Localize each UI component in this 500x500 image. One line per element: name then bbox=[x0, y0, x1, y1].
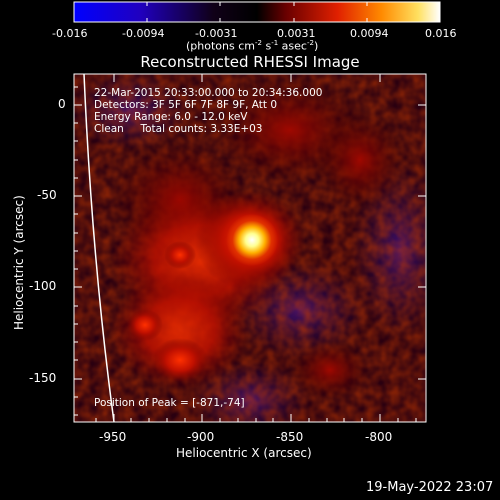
info-line: Detectors: 3F 5F 6F 7F 8F 9F, Att 0 bbox=[94, 99, 278, 111]
colorbar-tick-label: 0.0094 bbox=[350, 27, 389, 40]
colorbar-gradient bbox=[74, 2, 440, 22]
footer-timestamp: 19-May-2022 23:07 bbox=[366, 480, 494, 495]
y-tick-label: -100 bbox=[29, 279, 57, 293]
colorbar-tick-label: 0.016 bbox=[425, 27, 457, 40]
y-tick-label: -150 bbox=[29, 371, 57, 385]
colorbar-tick-label: -0.0094 bbox=[122, 27, 165, 40]
colorbar-tick-label: 0.0031 bbox=[277, 27, 316, 40]
colorbar-tick-label: -0.016 bbox=[52, 27, 88, 40]
x-tick-label: -900 bbox=[187, 430, 215, 444]
colorbar-tick-label: -0.0031 bbox=[195, 27, 238, 40]
x-tick-label: -850 bbox=[276, 430, 304, 444]
peak-position: Position of Peak = [-871,-74] bbox=[94, 397, 245, 409]
info-line: Energy Range: 6.0 - 12.0 keV bbox=[94, 111, 248, 123]
plot-title: Reconstructed RHESSI Image bbox=[140, 53, 360, 71]
x-axis-label: Heliocentric X (arcsec) bbox=[176, 446, 312, 460]
plot-frame bbox=[73, 73, 427, 423]
y-tick-label: 0 bbox=[58, 97, 66, 111]
info-line: 22-Mar-2015 20:33:00.000 to 20:34:36.000 bbox=[94, 87, 323, 99]
solar-limb bbox=[83, 74, 115, 422]
info-line: Clean Total counts: 3.33E+03 bbox=[94, 123, 263, 135]
x-axis-ticks bbox=[95, 74, 417, 422]
colorbar bbox=[73, 1, 441, 23]
flare-peak bbox=[226, 214, 278, 266]
y-tick-label: -50 bbox=[37, 188, 57, 202]
rhessi-image bbox=[74, 74, 426, 422]
y-axis-label: Heliocentric Y (arcsec) bbox=[12, 195, 26, 330]
y-axis-ticks bbox=[74, 86, 426, 416]
colorbar-units: (photons cm-2 s-1 asec-2) bbox=[186, 39, 319, 53]
x-tick-label: -950 bbox=[99, 430, 127, 444]
x-tick-label: -800 bbox=[365, 430, 393, 444]
